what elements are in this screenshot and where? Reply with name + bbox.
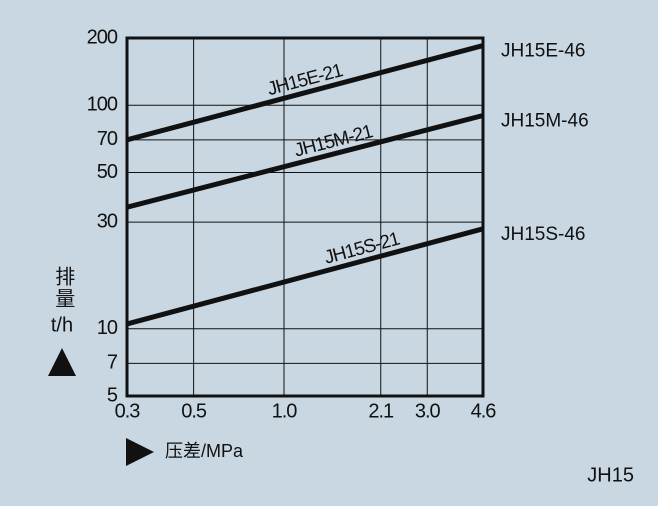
line <box>126 226 484 327</box>
x-label: 压差/MPa <box>165 441 244 461</box>
y-unit: t/h <box>51 314 73 336</box>
y-tick-label: 100 <box>87 94 118 116</box>
y-tick-label: 200 <box>87 26 118 48</box>
x-tick-label: 1.0 <box>272 400 298 422</box>
line <box>126 43 484 143</box>
x-tick-label: 0.5 <box>181 400 207 422</box>
y-tick-label: 70 <box>97 128 118 150</box>
legend-label: JH15S-46 <box>501 224 586 245</box>
y-tick-label: 10 <box>97 317 118 339</box>
x-tick-label: 4.6 <box>471 400 497 422</box>
line <box>126 113 484 210</box>
x-tick-label: 0.3 <box>115 400 141 422</box>
y-tick-label: 5 <box>107 384 118 406</box>
y-tick-label: 50 <box>97 161 118 183</box>
y-arrow <box>48 348 76 376</box>
y-label: 排量 <box>52 266 75 310</box>
y-tick-label: 30 <box>97 210 118 232</box>
plot-frame <box>125 36 485 398</box>
x-arrow <box>126 438 154 466</box>
legend-label: JH15M-46 <box>501 111 589 132</box>
x-tick-label: 2.1 <box>368 400 394 422</box>
corner-label: JH15 <box>587 464 634 486</box>
legend-label: JH15E-46 <box>501 41 586 62</box>
x-tick-label: 3.0 <box>415 400 441 422</box>
y-tick-label: 7 <box>107 352 118 374</box>
